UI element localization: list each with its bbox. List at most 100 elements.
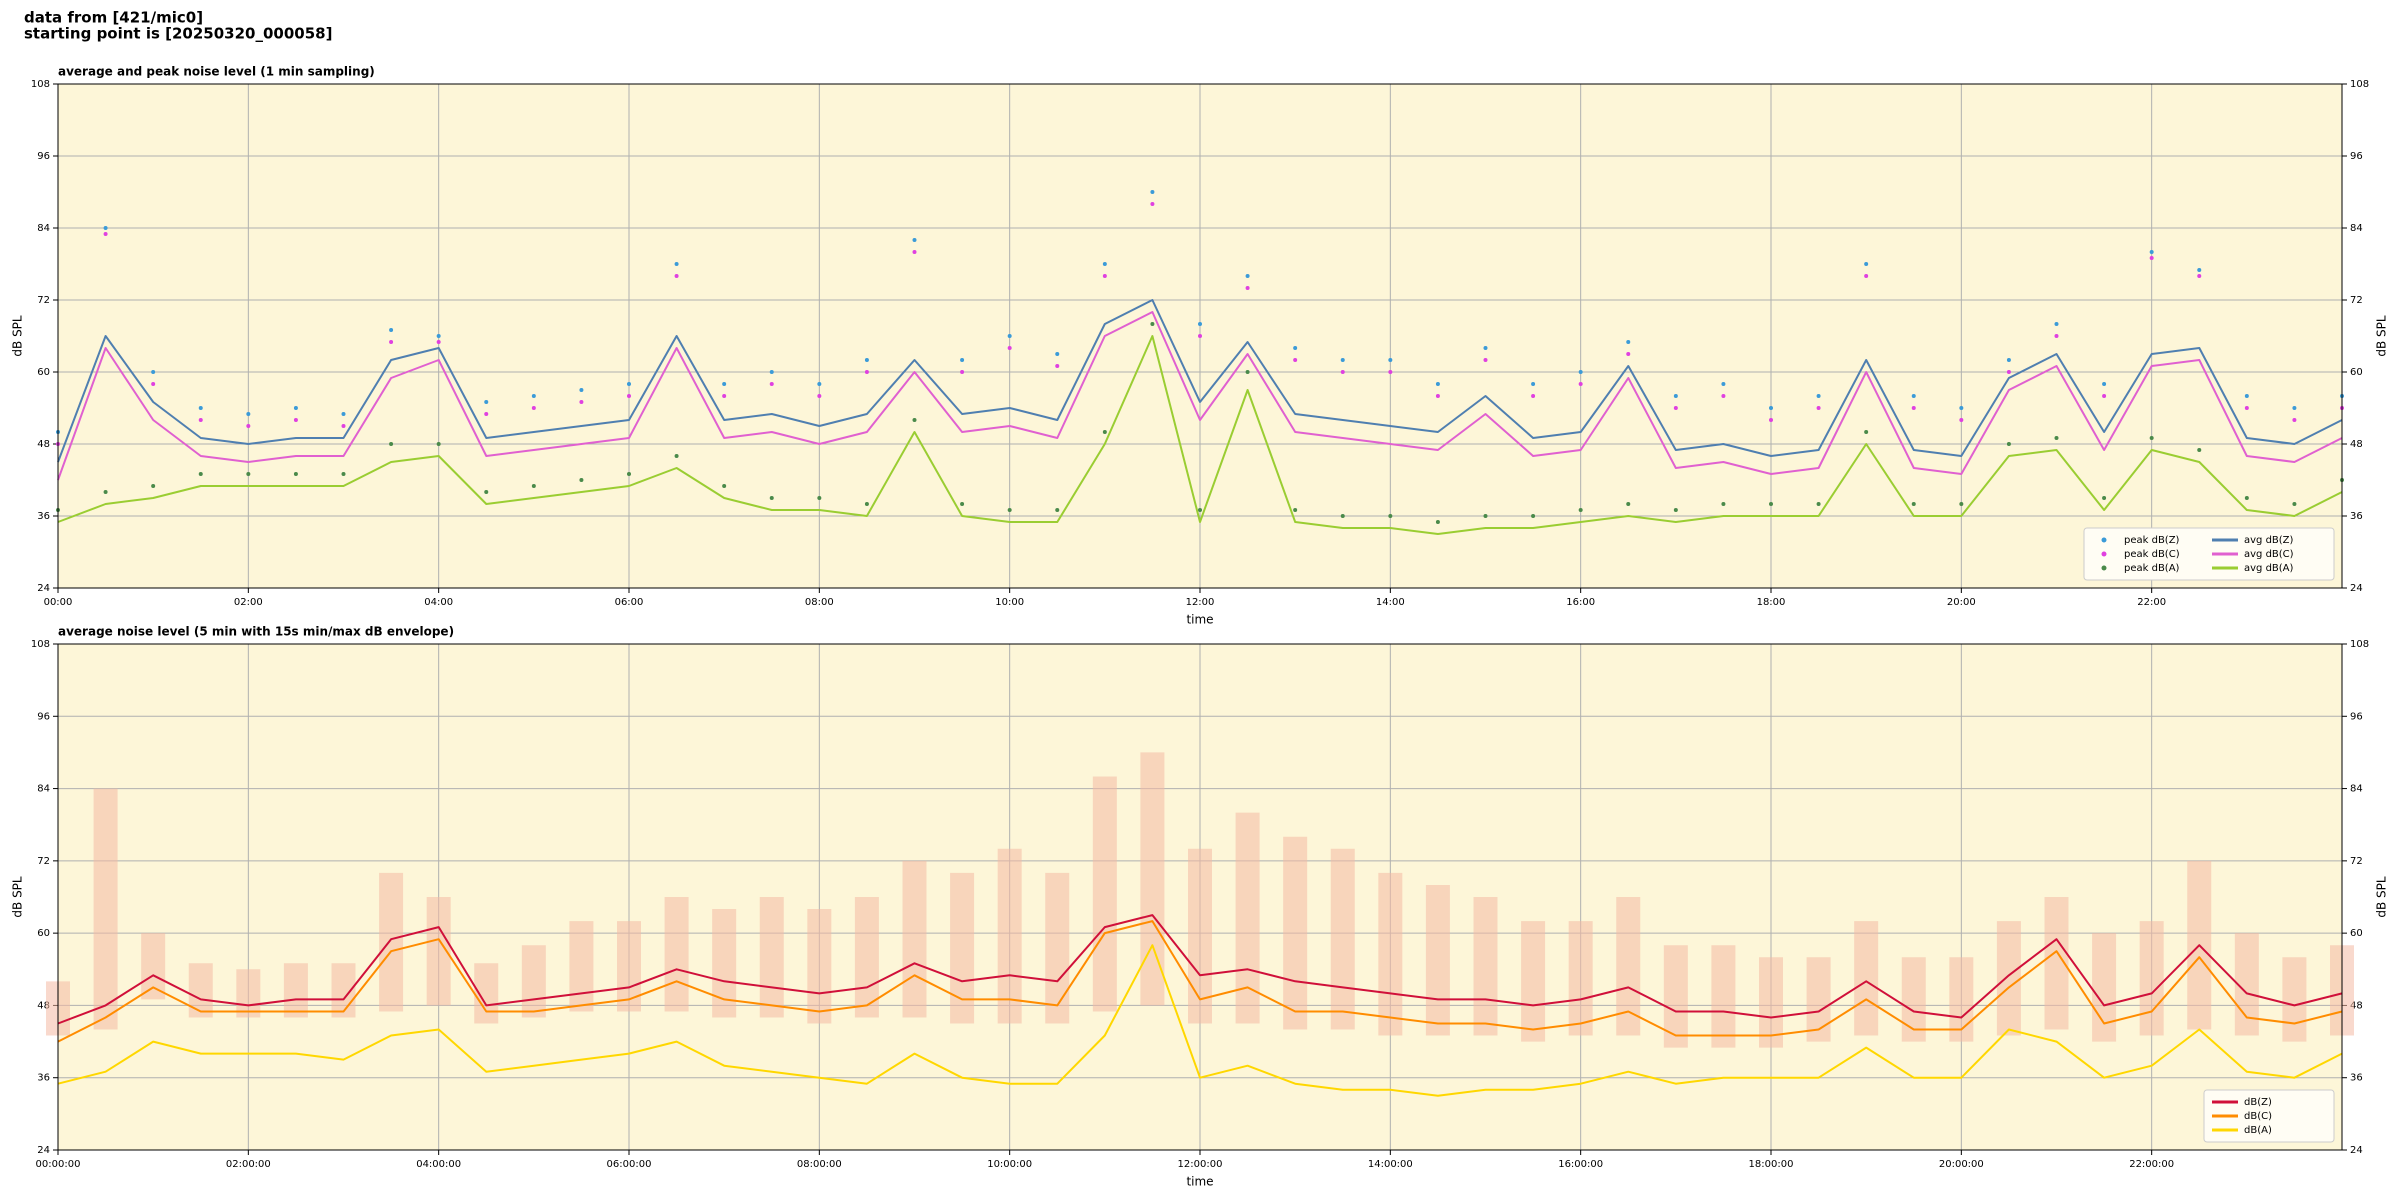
peak-point (1007, 334, 1012, 338)
legend-label: dB(C) (2244, 1111, 2272, 1122)
x-tick-label: 12:00 (1186, 597, 1215, 608)
peak-point (1007, 508, 1012, 512)
y-tick-label-right: 108 (2350, 79, 2369, 90)
peak-point (769, 496, 774, 500)
x-tick-label: 16:00 (1566, 597, 1595, 608)
peak-point (2292, 406, 2297, 410)
peak-point (1102, 262, 1107, 266)
y-tick-label-right: 72 (2350, 295, 2363, 306)
peak-point (389, 328, 394, 332)
y-tick-label: 96 (37, 151, 50, 162)
peak-point (1150, 202, 1155, 206)
y-tick-label: 36 (37, 1073, 50, 1084)
series-line (57, 920, 2343, 1043)
peak-point (1293, 508, 1298, 512)
legend-label: avg dB(A) (2244, 563, 2294, 574)
peak-point (341, 412, 346, 416)
peak-point (2102, 382, 2107, 386)
legend-label: avg dB(C) (2244, 549, 2294, 560)
peak-point (151, 370, 156, 374)
peak-point (1531, 394, 1536, 398)
peak-point (436, 340, 441, 344)
peak-point (817, 394, 822, 398)
peak-point (1673, 406, 1678, 410)
y-axis-label: dB SPL (11, 315, 25, 357)
peak-point (1388, 370, 1393, 374)
peak-point (627, 382, 631, 386)
peak-point (103, 226, 108, 230)
y-tick-label-right: 24 (2350, 1145, 2363, 1156)
legend-label: peak dB(A) (2124, 563, 2180, 574)
y-tick-label-right: 24 (2350, 583, 2363, 594)
peak-point (912, 250, 917, 254)
peak-point (1959, 406, 1964, 410)
x-tick-label: 08:00 (805, 597, 834, 608)
y-tick-label-right: 36 (2350, 1073, 2363, 1084)
peak-point (1626, 340, 1631, 344)
peak-point (1911, 394, 1916, 398)
peak-point (341, 472, 346, 476)
peak-point (960, 358, 965, 362)
peak-point (2292, 502, 2297, 506)
peak-point (1578, 370, 1583, 374)
y-tick-label: 72 (37, 295, 50, 306)
peak-point (293, 406, 298, 410)
x-tick-label: 20:00:00 (1939, 1159, 1984, 1170)
peak-point (484, 400, 489, 404)
peak-point (627, 394, 631, 398)
peak-point (1483, 346, 1488, 350)
header-line: data from [421/mic0] (24, 9, 203, 27)
x-tick-label: 02:00 (234, 597, 263, 608)
peak-point (817, 496, 822, 500)
peak-point (1102, 430, 1107, 434)
peak-point (864, 358, 869, 362)
peak-point (1340, 370, 1345, 374)
peak-point (1150, 322, 1155, 326)
peak-point (198, 418, 203, 422)
peak-point (1959, 502, 1964, 506)
series-line (57, 299, 2343, 463)
x-tick-label: 22:00 (2137, 597, 2166, 608)
peak-point (531, 406, 536, 410)
peak-point (2149, 256, 2154, 260)
peak-point (674, 262, 679, 266)
peak-point (1102, 274, 1107, 278)
peak-point (960, 370, 965, 374)
peak-point (912, 418, 917, 422)
y-tick-label-right: 96 (2350, 711, 2363, 722)
peak-point (2054, 436, 2059, 440)
peak-point (1245, 286, 1250, 290)
y-tick-label: 60 (37, 928, 50, 939)
peak-point (2149, 250, 2154, 254)
x-tick-label: 20:00 (1947, 597, 1976, 608)
legend-marker (2101, 565, 2107, 571)
peak-point (912, 238, 917, 242)
peak-point (1959, 418, 1964, 422)
y-tick-label-right: 48 (2350, 1000, 2363, 1011)
chart-title: average and peak noise level (1 min samp… (58, 65, 375, 79)
x-tick-label: 12:00:00 (1178, 1159, 1223, 1170)
peak-point (769, 382, 774, 386)
y-tick-label: 108 (31, 639, 50, 650)
peak-point (1864, 430, 1869, 434)
y-axis-label-right: dB SPL (2375, 315, 2389, 357)
peak-point (579, 400, 584, 404)
peak-point (1293, 346, 1298, 350)
peak-point (2102, 394, 2107, 398)
y-tick-label-right: 96 (2350, 151, 2363, 162)
peak-point (769, 370, 774, 374)
peak-point (1769, 418, 1773, 422)
x-tick-label: 14:00 (1376, 597, 1405, 608)
peak-point (2054, 322, 2059, 326)
peak-point (1340, 358, 1345, 362)
peak-point (674, 274, 679, 278)
peak-point (579, 478, 584, 482)
peak-point (1055, 352, 1060, 356)
x-axis-label: time (1186, 613, 1213, 627)
y-tick-label: 72 (37, 856, 50, 867)
peak-point (1769, 502, 1773, 506)
peak-point (1198, 334, 1202, 338)
peak-point (1435, 394, 1440, 398)
